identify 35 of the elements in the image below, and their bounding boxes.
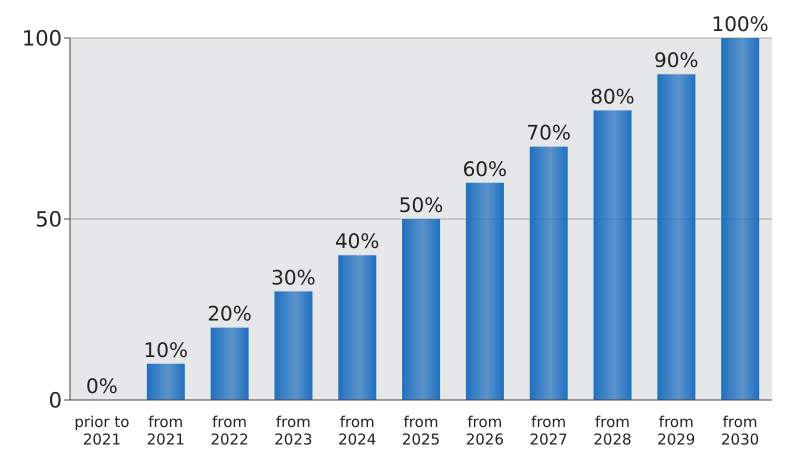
bar xyxy=(466,182,504,400)
bar xyxy=(146,364,185,400)
y-tick-label: 0 xyxy=(48,388,62,412)
data-label: 40% xyxy=(334,229,380,254)
data-label: 50% xyxy=(398,193,444,217)
data-label: 10% xyxy=(144,338,188,362)
x-tick-label: from 2028 xyxy=(593,413,632,448)
data-label: 30% xyxy=(271,265,316,290)
bar xyxy=(274,291,312,400)
data-label: 20% xyxy=(207,302,252,326)
bar xyxy=(657,74,696,400)
bar xyxy=(210,328,249,400)
y-tick-label: 50 xyxy=(35,207,62,232)
bar xyxy=(338,255,376,400)
x-tick-label: from 2029 xyxy=(657,413,696,448)
x-tick-label: from 2030 xyxy=(720,413,760,448)
x-tick-label: from 2021 xyxy=(146,413,185,448)
x-tick-label: from 2025 xyxy=(402,413,440,448)
data-label: 90% xyxy=(654,48,698,72)
bar xyxy=(530,146,568,400)
x-tick-label: from 2023 xyxy=(274,413,312,448)
x-tick-label: from 2026 xyxy=(466,413,504,448)
x-tick-label: from 2022 xyxy=(210,413,249,448)
data-label: 0% xyxy=(86,374,118,398)
x-tick-label: from 2024 xyxy=(338,413,376,448)
x-tick-label: from 2027 xyxy=(530,413,568,448)
bar xyxy=(594,110,632,400)
bar xyxy=(402,219,440,400)
y-tick-label: 100 xyxy=(22,26,62,50)
x-tick-label: prior to 2021 xyxy=(74,413,130,448)
bar xyxy=(721,38,760,400)
data-label: 70% xyxy=(526,120,571,145)
data-label: 100% xyxy=(711,12,769,36)
data-label: 60% xyxy=(462,156,508,181)
data-label: 80% xyxy=(590,84,635,108)
